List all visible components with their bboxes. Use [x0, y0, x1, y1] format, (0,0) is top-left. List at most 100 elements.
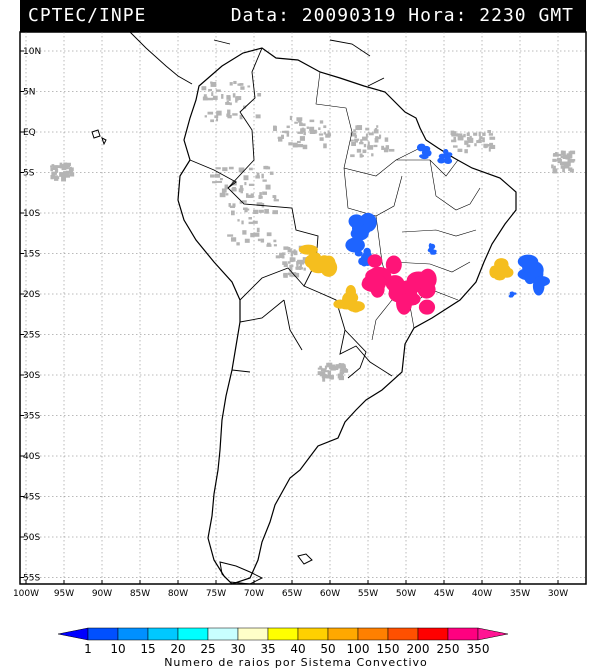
cloud-speck	[281, 134, 284, 139]
cloud-speck	[297, 272, 300, 278]
cloud-speck	[237, 219, 240, 222]
cloud-speck	[299, 122, 303, 127]
cloud-speck	[233, 80, 237, 85]
legend-labels: 1 10 15 20 25 30 35 40 50 100 150 200 250 350	[84, 642, 489, 656]
cloud-speck	[232, 203, 236, 207]
cloud-speck	[284, 130, 289, 134]
cloud-speck	[207, 97, 214, 101]
cloud-speck	[551, 164, 554, 169]
cloud-speck	[553, 153, 559, 157]
cloud-speck	[296, 140, 301, 144]
legend-label: 100	[347, 642, 370, 656]
cloud-speck	[359, 153, 363, 158]
cloud-speck	[216, 180, 223, 183]
cloud-speck	[225, 193, 229, 196]
cloud-speck	[297, 259, 303, 265]
cloud-speck	[552, 158, 557, 162]
legend-label: 10	[110, 642, 125, 656]
cloud-speck	[255, 175, 260, 179]
lon-label: 45W	[434, 589, 454, 599]
cloud-speck	[466, 132, 470, 137]
cloud-speck	[318, 127, 321, 130]
cloud-speck	[54, 168, 59, 173]
cloud-speck	[352, 132, 357, 137]
convective-system	[345, 212, 377, 253]
cloud-speck	[340, 373, 343, 377]
cloud-speck	[253, 232, 260, 237]
cloud-speck	[51, 171, 57, 175]
cloud-speck	[238, 167, 245, 173]
cloud-speck	[212, 181, 217, 184]
cloud-speck	[225, 102, 230, 105]
source-label: CPTEC/INPE	[28, 5, 147, 26]
cloud-speck	[557, 160, 562, 164]
legend-swatch	[147, 627, 179, 641]
cloud-speck	[215, 173, 221, 178]
cloud-speck	[359, 141, 364, 145]
legend-label: 200	[407, 642, 430, 656]
cloud-speck	[243, 207, 246, 211]
legend-swatch	[447, 627, 479, 641]
cloud-speck	[452, 145, 458, 148]
lat-label: 40S	[23, 452, 40, 462]
lon-label: 85W	[130, 589, 150, 599]
convective-system	[489, 258, 514, 281]
cloud-speck	[321, 371, 324, 374]
cloud-speck	[455, 133, 459, 137]
cloud-speck	[452, 131, 457, 135]
cloud-speck	[288, 142, 293, 146]
cloud-speck	[335, 364, 341, 369]
cloud-speck	[381, 145, 385, 150]
latitude-labels: 10N 5N EQ 5S 10S 15S 20S 25S 30S 35S 40S 45S 50S 55S	[20, 47, 41, 584]
title-bar: CPTEC/INPE Data: 20090319 Hora: 2230 GMT	[20, 0, 586, 32]
cloud-speck	[323, 125, 327, 129]
lat-label: 45S	[23, 493, 40, 503]
cloud-speck	[257, 238, 261, 242]
cloud-speck	[486, 144, 492, 147]
cloud-speck	[384, 137, 389, 142]
cloud-speck	[317, 371, 323, 376]
cloud-speck	[299, 263, 303, 267]
cloud-speck	[323, 132, 326, 135]
cloud-speck	[365, 127, 370, 131]
legend-left-arrow	[57, 627, 89, 641]
cloud-speck	[273, 125, 277, 131]
cloud-speck	[247, 85, 251, 88]
convective-system	[388, 268, 437, 315]
cloud-speck	[69, 170, 74, 173]
cloud-speck	[463, 133, 466, 138]
cloud-speck	[363, 143, 367, 148]
cloud-speck	[252, 220, 258, 224]
convective-system	[333, 285, 365, 313]
lat-label: 25S	[23, 331, 40, 341]
cloud-speck	[327, 130, 330, 134]
cloud-speck	[282, 261, 287, 265]
galapagos	[91, 129, 107, 146]
cloud-speck	[273, 195, 277, 200]
cloud-speck	[50, 167, 53, 172]
cloud-speck	[275, 255, 281, 259]
lat-label: 20S	[23, 290, 40, 300]
legend-swatch	[357, 627, 389, 641]
convective-system	[298, 244, 338, 277]
cloud-speck	[351, 141, 356, 146]
cloud-speck	[566, 153, 573, 159]
cloud-speck	[558, 159, 562, 162]
cloud-speck	[204, 115, 207, 118]
cloud-speck	[212, 95, 218, 100]
cloud-speck	[488, 147, 491, 152]
cloud-speck	[293, 249, 296, 252]
cloud-speck	[279, 253, 284, 259]
legend-swatch	[87, 627, 119, 641]
cloud-speck	[313, 129, 317, 134]
legend-swatch	[267, 627, 299, 641]
cloud-speck	[216, 110, 222, 116]
cloud-speck	[567, 158, 570, 163]
lon-label: 90W	[92, 589, 112, 599]
cloud-speck	[54, 176, 59, 181]
cloud-speck	[354, 134, 357, 139]
cloud-speck	[248, 183, 255, 186]
cloud-speck	[229, 205, 236, 209]
lon-label: 55W	[358, 589, 378, 599]
cloud-speck	[476, 140, 481, 143]
